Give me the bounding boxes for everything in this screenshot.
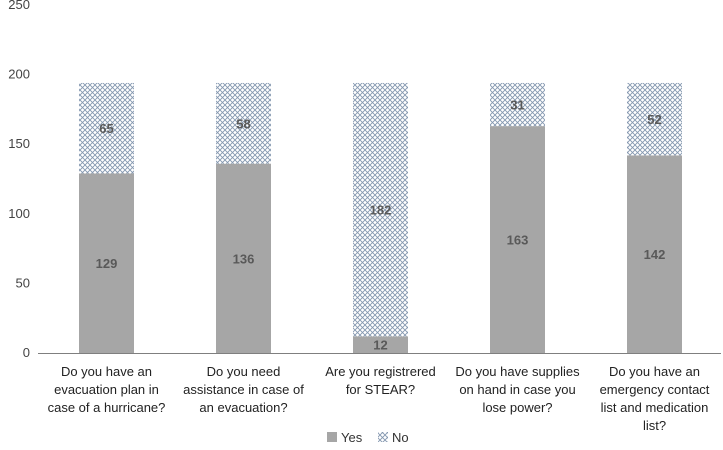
category-label: Are you registrered: [325, 364, 436, 379]
data-label: 58: [236, 116, 250, 131]
legend-swatch-yes: [327, 432, 337, 442]
legend-label-no: No: [392, 430, 409, 445]
category-label: Do you have an: [61, 364, 152, 379]
category-label: list?: [643, 418, 666, 433]
bar-segment-no: [216, 82, 271, 164]
category-label: for STEAR?: [346, 382, 415, 397]
category-label: evacuation plan in: [54, 382, 159, 397]
y-tick-label: 250: [8, 0, 30, 12]
category-label: on hand in case you: [459, 382, 575, 397]
y-tick-label: 0: [23, 345, 30, 360]
bar-segment-yes: [353, 336, 408, 353]
data-label: 163: [507, 233, 529, 248]
legend: Yes No: [327, 430, 409, 445]
data-label: 142: [644, 247, 666, 262]
data-label: 136: [233, 251, 255, 266]
data-label: 52: [647, 112, 661, 127]
legend-swatch-no: [378, 432, 388, 442]
category-label: list and medication: [601, 400, 709, 415]
bar-segment-no: [490, 82, 545, 127]
bar-segment-yes: [627, 155, 682, 353]
y-axis: 0 50 100 150 200 250: [8, 0, 30, 360]
bar-segment-yes: [79, 173, 134, 353]
bars: 129 65 136 58 12 182 163 31 142 52: [79, 82, 682, 353]
category-label: Do you have an: [609, 364, 700, 379]
y-tick-label: 150: [8, 136, 30, 151]
category-label: Do you have supplies: [455, 364, 580, 379]
data-label: 182: [370, 203, 392, 218]
y-tick-label: 100: [8, 206, 30, 221]
category-label: an evacuation?: [199, 400, 287, 415]
data-label: 65: [99, 121, 113, 136]
data-label: 12: [373, 338, 387, 353]
bar-segment-no: [627, 82, 682, 156]
category-label: emergency contact: [600, 382, 710, 397]
y-tick-label: 50: [16, 275, 30, 290]
category-label: assistance in case of: [183, 382, 304, 397]
bar-segment-yes: [490, 126, 545, 353]
category-label: case of a hurricane?: [48, 400, 166, 415]
bar-segment-yes: [216, 163, 271, 353]
y-tick-label: 200: [8, 67, 30, 82]
data-label: 129: [96, 256, 118, 271]
legend-label-yes: Yes: [341, 430, 363, 445]
data-label: 31: [510, 98, 524, 113]
bar-segment-no: [79, 82, 134, 174]
category-label: lose power?: [482, 400, 552, 415]
category-label: Do you need: [207, 364, 281, 379]
x-axis-labels: Do you have an evacuation plan in case of …: [48, 364, 710, 433]
bar-segment-no: [353, 82, 408, 337]
